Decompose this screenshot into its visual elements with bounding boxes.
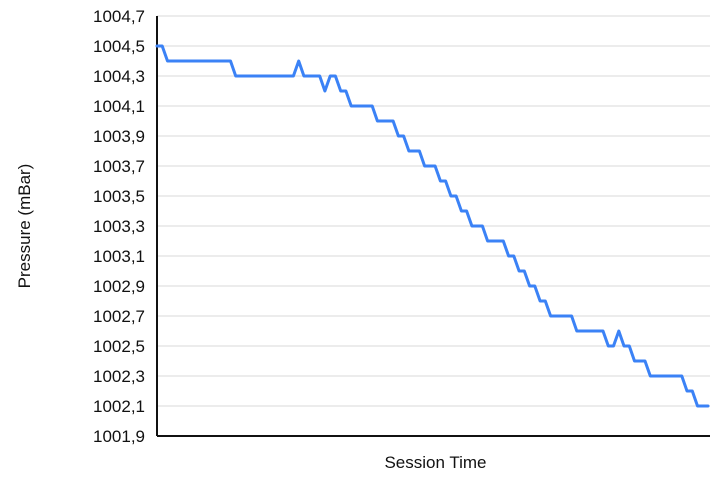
axes — [156, 16, 710, 437]
y-tick-labels: 1004,7 1004,5 1004,3 1004,1 1003,9 1003,7 1003… — [93, 7, 145, 446]
y-tick-label: 1002,5 — [93, 337, 145, 356]
y-tick-label: 1002,7 — [93, 307, 145, 326]
y-tick-label: 1004,5 — [93, 37, 145, 56]
y-tick-label: 1003,3 — [93, 217, 145, 236]
y-tick-label: 1003,9 — [93, 127, 145, 146]
y-axis-title: Pressure (mBar) — [15, 164, 34, 289]
x-axis-title: Session Time — [384, 453, 486, 472]
y-tick-label: 1002,1 — [93, 397, 145, 416]
pressure-series-line — [155, 44, 710, 408]
y-tick-label: 1004,7 — [93, 7, 145, 26]
y-tick-label: 1001,9 — [93, 427, 145, 446]
y-tick-label: 1002,3 — [93, 367, 145, 386]
y-tick-label: 1003,7 — [93, 157, 145, 176]
y-tick-label: 1003,5 — [93, 187, 145, 206]
y-tick-label: 1004,1 — [93, 97, 145, 116]
y-tick-label: 1002,9 — [93, 277, 145, 296]
y-tick-label: 1004,3 — [93, 67, 145, 86]
y-tick-label: 1003,1 — [93, 247, 145, 266]
